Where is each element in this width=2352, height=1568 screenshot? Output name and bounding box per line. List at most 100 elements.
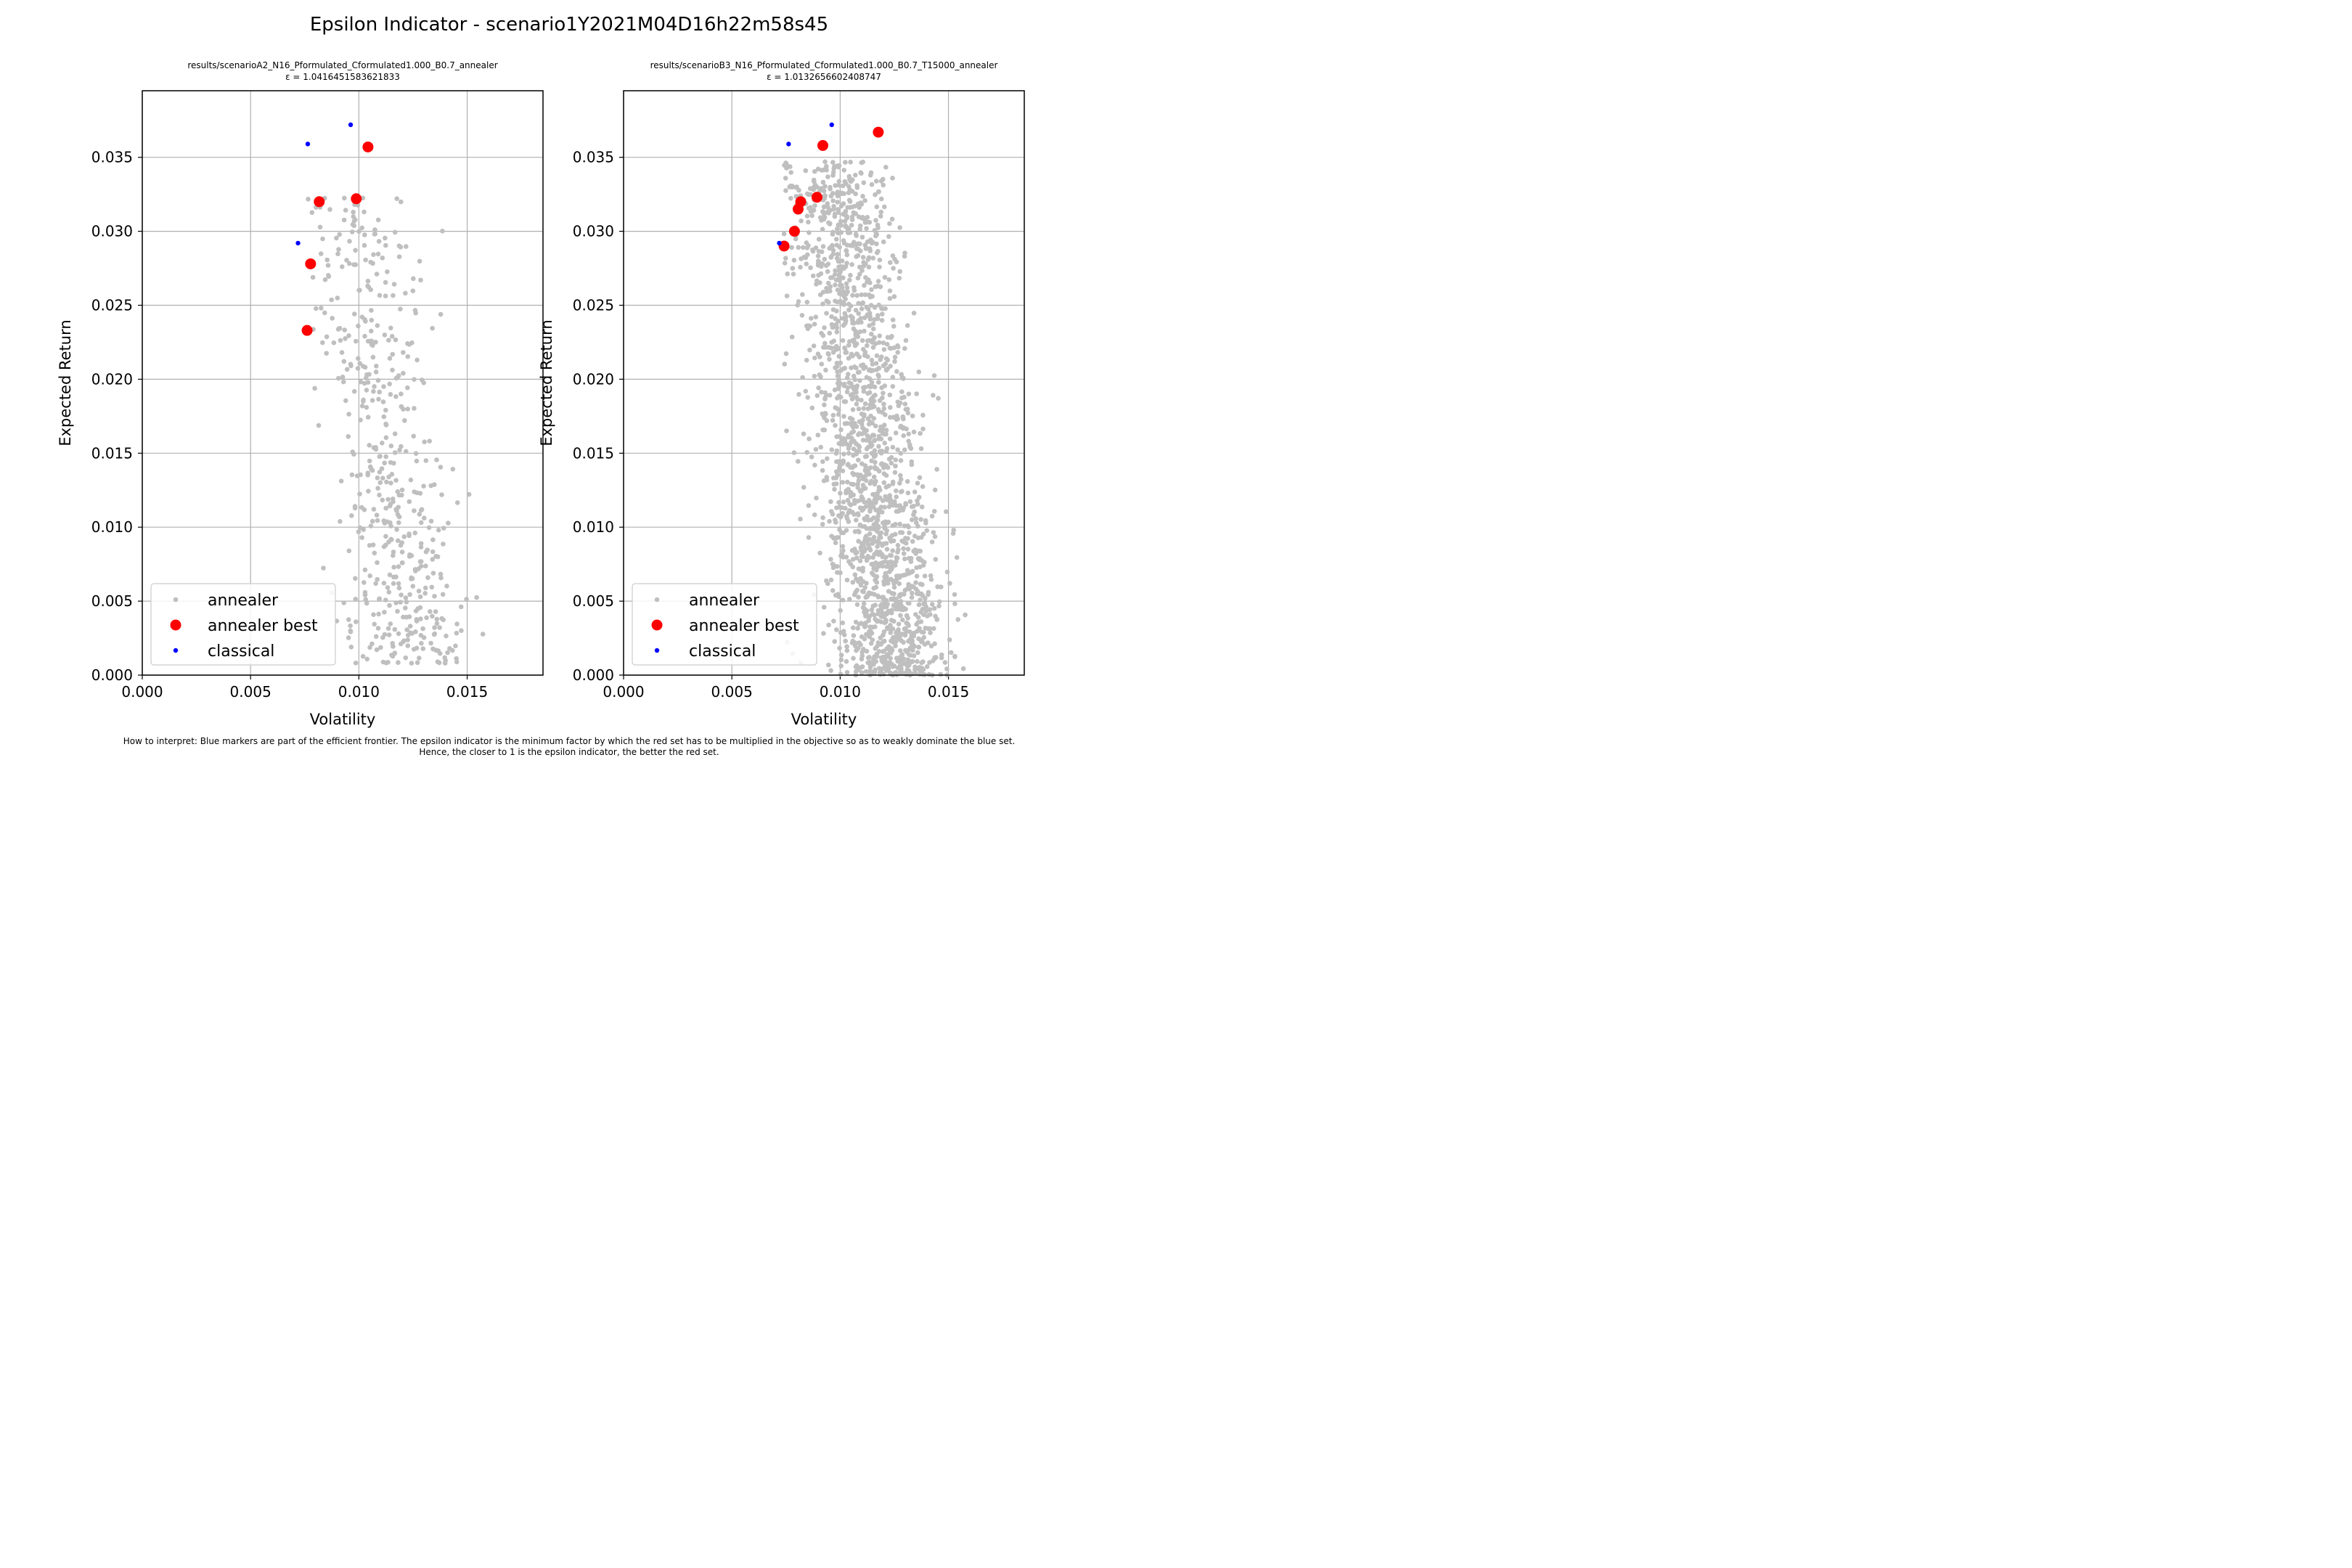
annealer-point — [852, 497, 857, 503]
annealer-point — [915, 481, 920, 486]
annealer-point — [422, 585, 428, 591]
annealer-point — [910, 539, 915, 544]
annealer-point — [418, 544, 424, 550]
annealer-point — [852, 438, 857, 444]
annealer-point — [876, 666, 882, 671]
figure-suptitle: Epsilon Indicator - scenario1Y2021M04D16… — [310, 14, 828, 36]
annealer-best-point — [792, 203, 804, 215]
annealer-point — [873, 179, 879, 184]
annealer-point — [876, 436, 881, 441]
annealer-point — [873, 284, 878, 290]
annealer-point — [897, 225, 902, 230]
annealer-point — [856, 539, 861, 544]
annealer-point — [907, 444, 912, 450]
annealer-point — [889, 216, 895, 222]
annealer-point — [825, 456, 830, 462]
annealer-point — [367, 645, 372, 650]
annealer-point — [385, 497, 391, 502]
annealer-point — [841, 399, 847, 404]
annealer-point — [867, 624, 873, 629]
legend-classical-marker — [173, 648, 179, 653]
annealer-point — [861, 180, 867, 185]
annealer-point — [830, 412, 836, 418]
annealer-point — [383, 407, 388, 413]
annealer-point — [440, 229, 445, 234]
annealer-point — [860, 417, 865, 423]
legend-annealer-marker — [173, 597, 179, 603]
annealer-point — [859, 670, 865, 675]
y-tick-label: 0.020 — [573, 370, 614, 388]
annealer-point — [446, 520, 451, 526]
annealer-point — [799, 219, 804, 224]
annealer-point — [838, 530, 844, 536]
annealer-point — [846, 190, 852, 195]
annealer-point — [862, 353, 867, 358]
annealer-point — [408, 477, 414, 483]
annealer-point — [846, 343, 852, 348]
annealer-point — [852, 386, 857, 392]
annealer-point — [342, 195, 347, 201]
annealer-point — [380, 399, 386, 404]
y-tick-label: 0.005 — [573, 592, 614, 610]
annealer-point — [859, 461, 865, 467]
annealer-point — [866, 255, 872, 261]
annealer-point — [836, 592, 841, 597]
annealer-point — [892, 563, 898, 568]
annealer-point — [399, 592, 404, 597]
annealer-point — [409, 661, 415, 666]
annealer-point — [867, 613, 873, 618]
annealer-point — [833, 183, 838, 188]
annealer-point — [917, 475, 923, 481]
annealer-point — [412, 377, 417, 382]
annealer-point — [371, 252, 376, 258]
annealer-point — [920, 582, 925, 587]
annealer-point — [932, 487, 938, 493]
annealer-point — [928, 573, 934, 579]
annealer-point — [391, 574, 396, 580]
annealer-point — [872, 335, 877, 340]
annealer-point — [852, 640, 857, 646]
annealer-point — [895, 350, 900, 355]
annealer-point — [346, 617, 351, 622]
annealer-point — [885, 366, 891, 372]
annealer-point — [870, 326, 876, 332]
annealer-point — [403, 605, 408, 611]
annealer-point — [852, 512, 857, 517]
annealer-point — [875, 544, 880, 550]
annealer-point — [358, 472, 363, 478]
annealer-point — [876, 468, 882, 474]
annealer-point — [916, 636, 921, 642]
annealer-point — [863, 595, 868, 600]
annealer-point — [878, 530, 884, 536]
annealer-point — [450, 467, 456, 472]
annealer-point — [870, 637, 875, 642]
annealer-point — [393, 600, 399, 605]
annealer-point — [844, 441, 849, 447]
annealer-point — [854, 293, 859, 298]
annealer-point — [897, 592, 902, 597]
classical-point — [295, 240, 301, 246]
annealer-point — [915, 615, 921, 620]
annealer-point — [346, 261, 352, 266]
annealer-point — [872, 671, 877, 676]
annealer-point — [357, 361, 363, 367]
annealer-point — [799, 256, 804, 261]
annealer-point — [858, 582, 864, 588]
annealer-point — [846, 173, 852, 179]
annealer-point — [821, 413, 826, 419]
annealer-point — [843, 208, 849, 214]
annealer-point — [393, 394, 399, 399]
annealer-point — [873, 574, 879, 580]
annealer-point — [849, 317, 855, 322]
annealer-point — [801, 431, 807, 436]
annealer-point — [901, 551, 907, 556]
annealer-point — [371, 445, 377, 450]
annealer-point — [836, 210, 841, 216]
annealer-point — [842, 179, 848, 184]
annealer-point — [812, 168, 817, 174]
annealer-point — [861, 406, 867, 411]
right-panel: results/scenarioB3_N16_Pformulated_Cform… — [538, 60, 1025, 728]
annealer-point — [859, 494, 865, 499]
annealer-point — [851, 373, 857, 379]
annealer-point — [399, 391, 404, 396]
